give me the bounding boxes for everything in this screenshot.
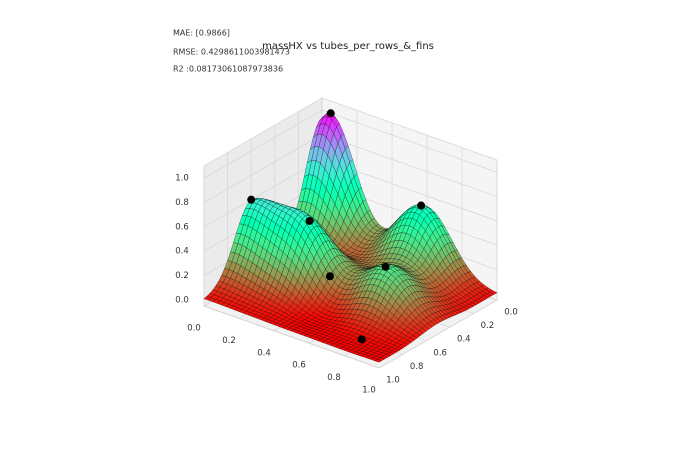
- data-point: [326, 109, 335, 118]
- x-tick-label: 0.6: [292, 361, 306, 371]
- annotation: MAE: [0.9866]: [173, 29, 230, 38]
- x-tick-label: 0.2: [222, 336, 236, 346]
- annotation: RMSE: 0.4298611003981473: [173, 48, 290, 57]
- labels: 0.0 0.2 0.4 0.6 0.8 1.0 0.0 0.2 0.4 0.6 0.8 1.0 0.0 0…: [175, 174, 518, 396]
- data-point: [305, 216, 314, 225]
- data-point: [381, 262, 390, 271]
- surface-cell: [374, 358, 383, 363]
- z-tick-label: 0.2: [175, 271, 189, 281]
- y-tick-label: 0.6: [433, 348, 447, 358]
- z-tick-label: 0.6: [175, 222, 189, 232]
- y-tick-label: 1.0: [386, 376, 400, 386]
- grid-line: [321, 109, 498, 173]
- y-tick-label: 0.2: [481, 321, 495, 331]
- grid-line: [203, 134, 323, 203]
- surface: [203, 113, 498, 363]
- z-tick-label: 0.8: [175, 198, 189, 208]
- grid-line: [378, 299, 498, 369]
- scatter: [247, 109, 426, 344]
- data-point: [417, 201, 426, 210]
- grid-line: [203, 109, 323, 179]
- z-tick-label: 0.0: [175, 295, 189, 305]
- x-tick-label: 1.0: [362, 386, 376, 396]
- data-point: [325, 272, 334, 281]
- grid-line: [203, 158, 323, 228]
- grid-line: [203, 305, 380, 369]
- x-tick-label: 0.4: [257, 348, 271, 358]
- data-point: [247, 195, 256, 204]
- x-tick-label: 0.8: [327, 373, 341, 383]
- z-tick-label: 0.4: [175, 247, 189, 257]
- annotation: R2 :0.08173061087973836: [173, 65, 283, 74]
- data-point: [357, 335, 366, 344]
- y-tick-label: 0.4: [457, 335, 471, 345]
- y-tick-label: 0.0: [504, 308, 518, 318]
- chart-title: massHX vs tubes_per_rows_&_fins: [262, 41, 434, 52]
- x-tick-label: 0.0: [187, 324, 201, 334]
- z-tick-label: 1.0: [175, 174, 189, 184]
- y-tick-label: 0.8: [410, 362, 424, 372]
- grid-line: [321, 134, 498, 197]
